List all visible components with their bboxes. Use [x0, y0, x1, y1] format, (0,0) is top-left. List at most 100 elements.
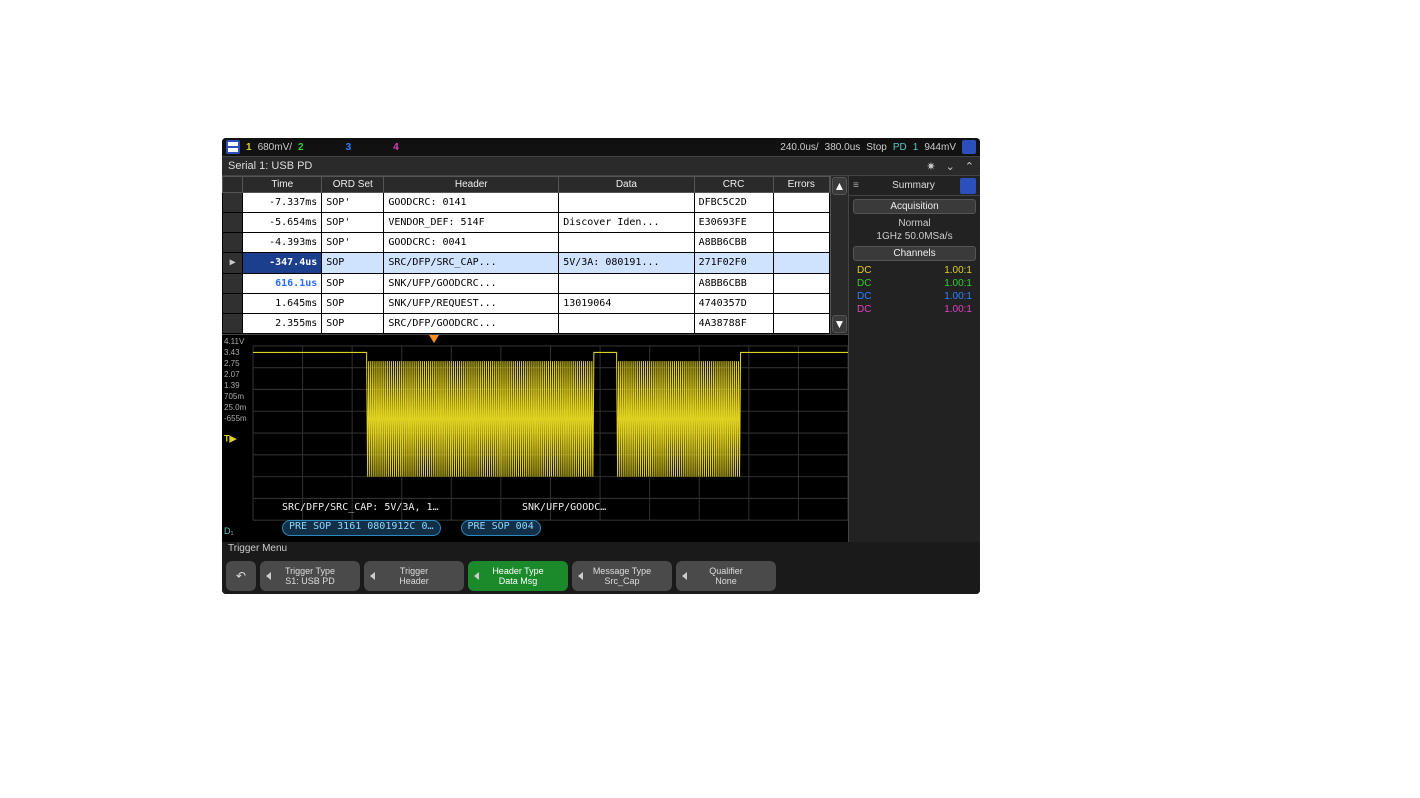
- trigger-softkey[interactable]: Message TypeSrc_Cap: [572, 561, 672, 591]
- channel-coupling: DC: [857, 291, 871, 302]
- timebase-value: 240.0us/: [780, 142, 818, 153]
- cell-time: 2.355ms: [243, 313, 322, 333]
- cell-time: -4.393ms: [243, 233, 322, 253]
- cell-data: [559, 273, 694, 293]
- table-row[interactable]: 1.645msSOPSNK/UFP/REQUEST...130190644740…: [223, 293, 830, 313]
- gear-icon[interactable]: ✷: [926, 160, 935, 173]
- trigger-position-marker[interactable]: [429, 335, 439, 343]
- softkey-value: Src_Cap: [604, 576, 639, 586]
- cell-ord: SOP: [322, 293, 384, 313]
- row-indicator: [223, 293, 243, 313]
- channel-row[interactable]: DC1.00:1: [849, 264, 980, 277]
- table-row[interactable]: -4.393msSOP'GOODCRC: 0041A8BB6CBB: [223, 233, 830, 253]
- softkey-value: Header: [399, 576, 429, 586]
- channel-row[interactable]: DC1.00:1: [849, 290, 980, 303]
- cell-header: SRC/DFP/GOODCRC...: [384, 313, 559, 333]
- channel-status-bar: 1 680mV/ 2 3 4 240.0us/ 380.0us Stop PD …: [222, 138, 980, 156]
- display-mode-icon[interactable]: [226, 140, 240, 154]
- summary-sidebar: ≡ Summary Acquisition Normal 1GHz 50.0MS…: [848, 176, 980, 542]
- table-row[interactable]: -7.337msSOP'GOODCRC: 0141DFBC5C2D: [223, 193, 830, 213]
- ch4-label[interactable]: 4: [393, 142, 399, 153]
- decode-hex-bubble[interactable]: PRE SOP 004: [461, 520, 541, 536]
- col-errors[interactable]: Errors: [773, 177, 829, 193]
- ch3-label[interactable]: 3: [346, 142, 352, 153]
- acquisition-header[interactable]: Acquisition: [853, 199, 976, 214]
- cell-header: SNK/UFP/GOODCRC...: [384, 273, 559, 293]
- channels-header[interactable]: Channels: [853, 246, 976, 261]
- ch1-label[interactable]: 1: [246, 142, 252, 153]
- cell-crc: A8BB6CBB: [694, 233, 773, 253]
- cell-crc: DFBC5C2D: [694, 193, 773, 213]
- waveform-display[interactable]: 4.11V3.432.752.071.39705m25.0m-655m T▶ D…: [222, 334, 848, 542]
- table-row[interactable]: ▶-347.4usSOPSRC/DFP/SRC_CAP...5V/3A: 080…: [223, 253, 830, 273]
- cell-data: 5V/3A: 080191...: [559, 253, 694, 273]
- back-button[interactable]: ↶: [226, 561, 256, 591]
- softkey-title: Trigger: [400, 566, 428, 576]
- y-tick-label: 705m: [224, 392, 247, 401]
- row-indicator: [223, 193, 243, 213]
- col-crc[interactable]: CRC: [694, 177, 773, 193]
- decode-hex-bubble[interactable]: PRE SOP 3161 0801912C 0…: [282, 520, 441, 536]
- decode-text: SNK/UFP/GOODC…: [522, 502, 742, 516]
- y-tick-label: 2.07: [224, 370, 247, 379]
- table-row[interactable]: 2.355msSOPSRC/DFP/GOODCRC...4A38788F: [223, 313, 830, 333]
- y-tick-label: 25.0m: [224, 403, 247, 412]
- cell-data: [559, 233, 694, 253]
- ch2-label[interactable]: 2: [298, 142, 304, 153]
- pd-channel: 1: [913, 142, 919, 153]
- delay-value: 380.0us: [825, 142, 861, 153]
- pd-value: 944mV: [924, 142, 956, 153]
- channel-row[interactable]: DC1.00:1: [849, 277, 980, 290]
- menu-icon[interactable]: ≡: [853, 180, 867, 191]
- col-time[interactable]: Time: [243, 177, 322, 193]
- cell-header: GOODCRC: 0141: [384, 193, 559, 213]
- cell-time: -347.4us: [243, 253, 322, 273]
- run-state[interactable]: Stop: [866, 142, 887, 153]
- col-arrow: [223, 177, 243, 193]
- table-row[interactable]: 616.1usSOPSNK/UFP/GOODCRC...A8BB6CBB: [223, 273, 830, 293]
- trigger-menu: ↶ Trigger TypeS1: USB PDTriggerHeaderHea…: [222, 558, 980, 594]
- cell-err: [773, 213, 829, 233]
- softkey-title: Header Type: [492, 566, 543, 576]
- decode-lane-marker: D₁: [224, 526, 234, 536]
- oscilloscope-app: 1 680mV/ 2 3 4 240.0us/ 380.0us Stop PD …: [222, 138, 980, 594]
- cell-data: Discover Iden...: [559, 213, 694, 233]
- scroll-up-icon[interactable]: ▲: [832, 177, 847, 195]
- table-scrollbar[interactable]: ▲ ▼: [830, 176, 848, 334]
- cell-data: [559, 193, 694, 213]
- col-ord[interactable]: ORD Set: [322, 177, 384, 193]
- trigger-softkey[interactable]: Trigger TypeS1: USB PD: [260, 561, 360, 591]
- col-data[interactable]: Data: [559, 177, 694, 193]
- acquisition-rate: 1GHz 50.0MSa/s: [849, 231, 980, 242]
- chevron-down-icon[interactable]: ⌄: [946, 160, 955, 173]
- cell-time: -5.654ms: [243, 213, 322, 233]
- tab-summary[interactable]: Summary: [871, 180, 956, 191]
- softkey-value: S1: USB PD: [285, 576, 335, 586]
- y-tick-label: 2.75: [224, 359, 247, 368]
- channel-ratio: 1.00:1: [944, 304, 972, 315]
- trigger-softkey[interactable]: Header TypeData Msg: [468, 561, 568, 591]
- cell-header: VENDOR_DEF: 514F: [384, 213, 559, 233]
- col-header[interactable]: Header: [384, 177, 559, 193]
- chevron-up-icon[interactable]: ⌃: [965, 160, 974, 173]
- table-row[interactable]: -5.654msSOP'VENDOR_DEF: 514FDiscover Ide…: [223, 213, 830, 233]
- row-indicator: [223, 213, 243, 233]
- channel-ratio: 1.00:1: [944, 278, 972, 289]
- cell-err: [773, 193, 829, 213]
- decode-text: SRC/DFP/SRC_CAP: 5V/3A, 1…: [282, 502, 502, 516]
- cell-err: [773, 273, 829, 293]
- grid-icon[interactable]: [960, 178, 976, 194]
- row-indicator: [223, 233, 243, 253]
- trigger-softkey[interactable]: QualifierNone: [676, 561, 776, 591]
- scroll-down-icon[interactable]: ▼: [832, 315, 847, 333]
- cell-time: 1.645ms: [243, 293, 322, 313]
- expand-icon[interactable]: [962, 140, 976, 154]
- scroll-track[interactable]: [831, 196, 848, 314]
- trigger-menu-label: Trigger Menu: [222, 542, 980, 558]
- trigger-softkey[interactable]: TriggerHeader: [364, 561, 464, 591]
- sidebar-tab-row: ≡ Summary: [849, 176, 980, 196]
- row-indicator: [223, 313, 243, 333]
- channel-row[interactable]: DC1.00:1: [849, 303, 980, 316]
- row-indicator: ▶: [223, 253, 243, 273]
- softkey-value: None: [715, 576, 737, 586]
